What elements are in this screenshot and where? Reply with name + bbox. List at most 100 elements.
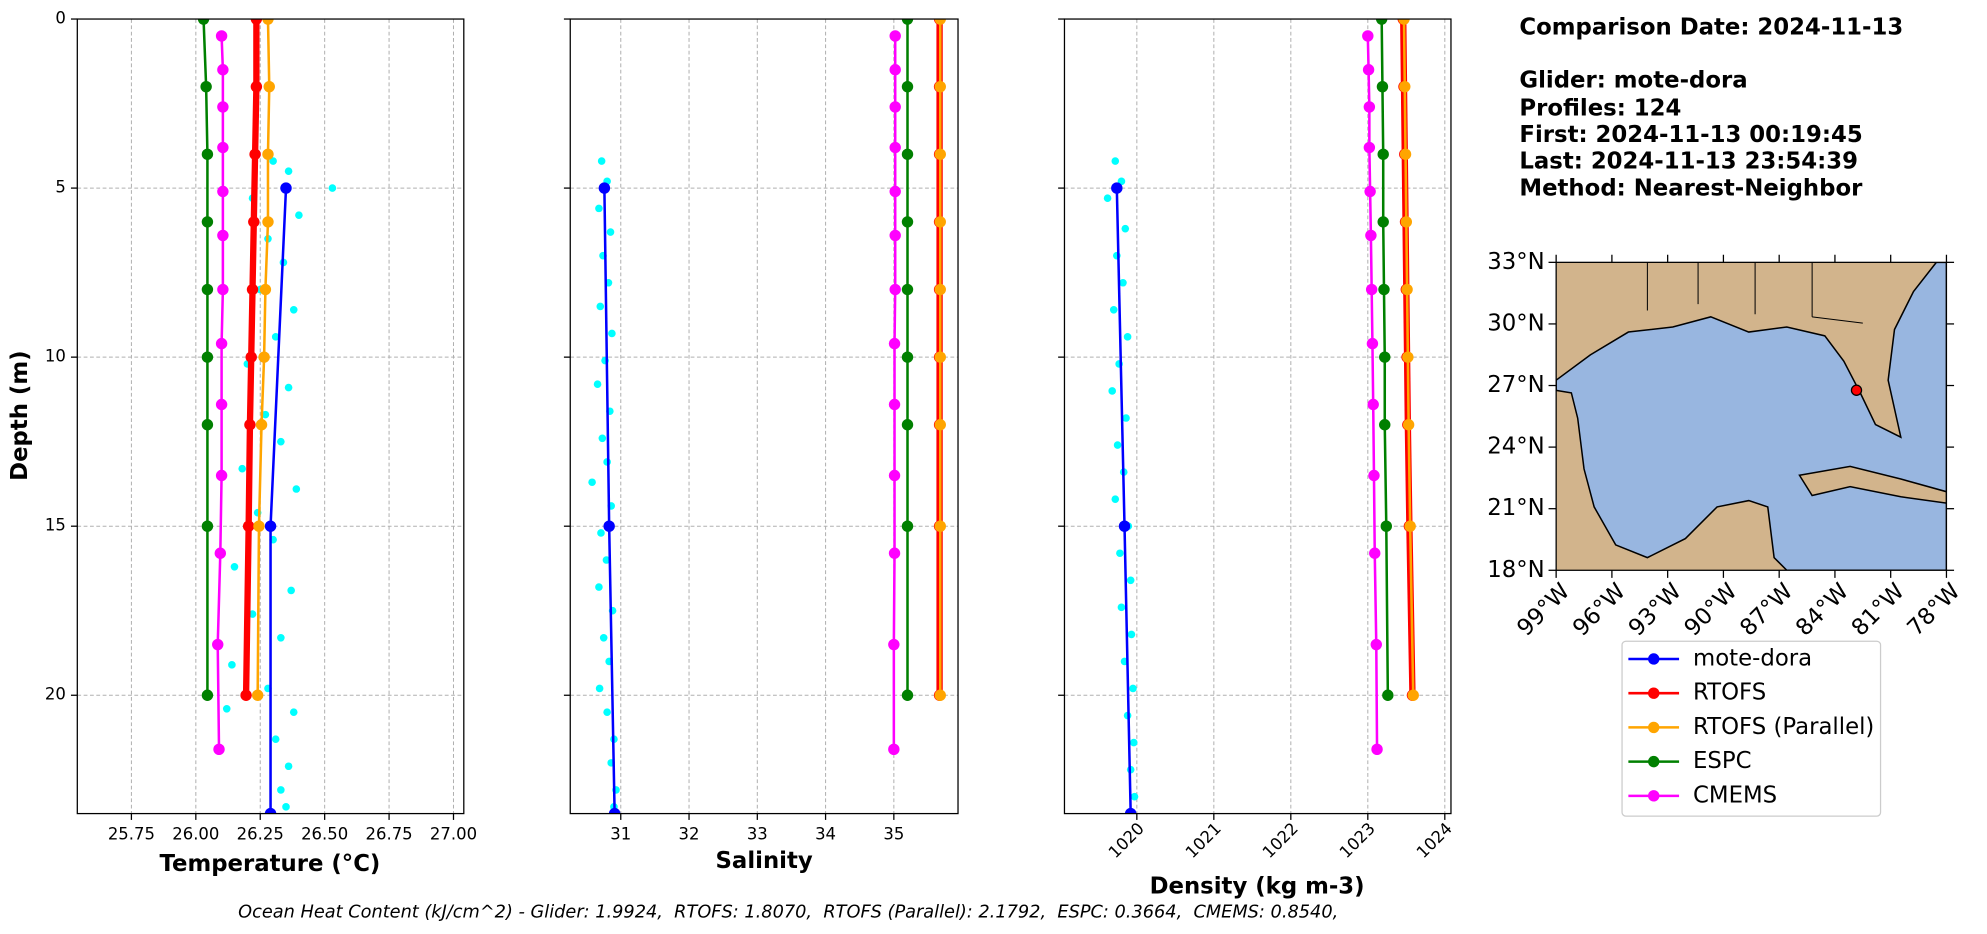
profile-marker <box>217 64 229 76</box>
glider-observation <box>606 228 615 236</box>
glider-observation <box>271 735 280 744</box>
glider-observation <box>608 329 616 338</box>
x-tick-label: 26.50 <box>301 825 348 844</box>
glider-observation <box>1126 576 1135 585</box>
legend-marker <box>1648 653 1660 665</box>
profile-marker <box>264 520 277 532</box>
profile-marker <box>934 351 946 363</box>
y-tick-label: 0 <box>55 9 65 28</box>
profile-marker <box>1402 419 1415 431</box>
legend-marker <box>1648 755 1660 768</box>
x-tick-label: 1020 <box>1105 819 1148 862</box>
y-tick-label: 27°N <box>1487 372 1544 398</box>
profile-marker <box>1377 148 1389 160</box>
x-tick-label: 26.25 <box>237 825 284 844</box>
profile-marker <box>250 19 263 25</box>
island <box>1798 465 1947 504</box>
glider-observation <box>284 383 293 392</box>
legend-label: mote-dora <box>1693 645 1812 671</box>
legend-marker <box>1648 790 1660 802</box>
profile-marker <box>262 216 274 228</box>
glider-observation <box>277 437 285 446</box>
profile-marker <box>217 141 229 154</box>
glider-observation <box>328 184 337 192</box>
glider-observation <box>1130 792 1139 801</box>
y-tick-label: 21°N <box>1487 495 1544 521</box>
plot-area <box>1103 19 1419 814</box>
glider-observation <box>603 708 611 716</box>
legend-label: CMEMS <box>1693 782 1777 808</box>
profile-marker <box>934 216 946 228</box>
y-tick-label: 33°N <box>1487 249 1544 275</box>
info-line: Method: Nearest-Neighbor <box>1519 175 1863 201</box>
axes-frame <box>1063 18 1452 815</box>
profile-marker <box>212 638 224 651</box>
map <box>1556 262 1947 571</box>
x-tick-label: 1023 <box>1336 819 1379 862</box>
map-frame <box>1555 261 1948 571</box>
profile-marker <box>889 64 901 76</box>
profile-marker <box>934 148 946 160</box>
glider-observation <box>595 583 603 591</box>
legend-label: RTOFS (Parallel) <box>1693 714 1874 740</box>
profile-marker <box>1399 80 1411 93</box>
profile-marker <box>888 547 901 559</box>
profile-marker <box>201 689 214 701</box>
profile-marker <box>1375 19 1388 25</box>
profile-marker <box>603 520 615 532</box>
y-tick-label: 30°N <box>1487 310 1544 336</box>
profile-marker <box>934 80 946 93</box>
profile-marker <box>215 30 228 42</box>
profile-marker <box>901 80 914 93</box>
glider-observation <box>292 485 301 493</box>
profile-marker <box>889 283 901 296</box>
profile-marker <box>242 520 255 532</box>
glider-observation <box>1117 603 1126 612</box>
y-axis-label: Depth (m) <box>7 350 33 480</box>
info-line: Profiles: 124 <box>1519 96 1681 122</box>
profile-marker <box>217 101 229 113</box>
glider-observation <box>588 478 596 487</box>
profile-marker <box>215 337 228 350</box>
x-tick-label: 27.00 <box>430 825 477 844</box>
profile-marker <box>901 351 914 363</box>
glider-observation <box>248 610 257 618</box>
profile-marker <box>1380 520 1392 532</box>
glider-observation <box>1123 333 1132 341</box>
legend-label: RTOFS <box>1693 680 1766 706</box>
x-tick-label: 26.75 <box>366 825 413 844</box>
profile-marker <box>1362 30 1374 42</box>
glider-observation <box>261 410 270 419</box>
info-line: Last: 2024-11-13 23:54:39 <box>1519 149 1858 175</box>
x-tick-label: 96°W <box>1568 578 1631 641</box>
glider-observation <box>595 204 603 213</box>
glider-observation <box>593 380 602 388</box>
profile-marker <box>201 351 214 363</box>
glider-observation <box>271 333 280 341</box>
profile-marker <box>246 283 259 296</box>
profile-marker <box>1366 337 1379 350</box>
profile-marker <box>255 419 268 431</box>
profile-marker <box>1368 469 1380 482</box>
profile-marker <box>1400 216 1413 228</box>
profile-marker <box>253 520 265 532</box>
glider-observation <box>277 786 285 794</box>
border <box>1646 262 1863 324</box>
profile-marker <box>901 689 914 701</box>
legend <box>1621 640 1882 817</box>
legend-label: ESPC <box>1693 748 1752 774</box>
footer: Ocean Heat Content (kJ/cm^2) - Glider: 1… <box>238 902 1338 922</box>
glider-observation <box>1113 441 1122 449</box>
y-tick-label: 20 <box>45 685 66 704</box>
profile-marker <box>1363 141 1376 154</box>
water <box>1556 262 1947 571</box>
profile-marker <box>888 398 901 411</box>
glider-observation <box>1119 278 1127 287</box>
x-axis-label: Density (kg m-3) <box>1150 874 1365 900</box>
glider-observation <box>230 562 239 571</box>
glider-observation <box>595 684 604 693</box>
profile-marker <box>250 80 263 93</box>
profile-marker <box>901 419 914 431</box>
profile-marker <box>1365 229 1377 242</box>
profile-marker <box>608 807 621 814</box>
